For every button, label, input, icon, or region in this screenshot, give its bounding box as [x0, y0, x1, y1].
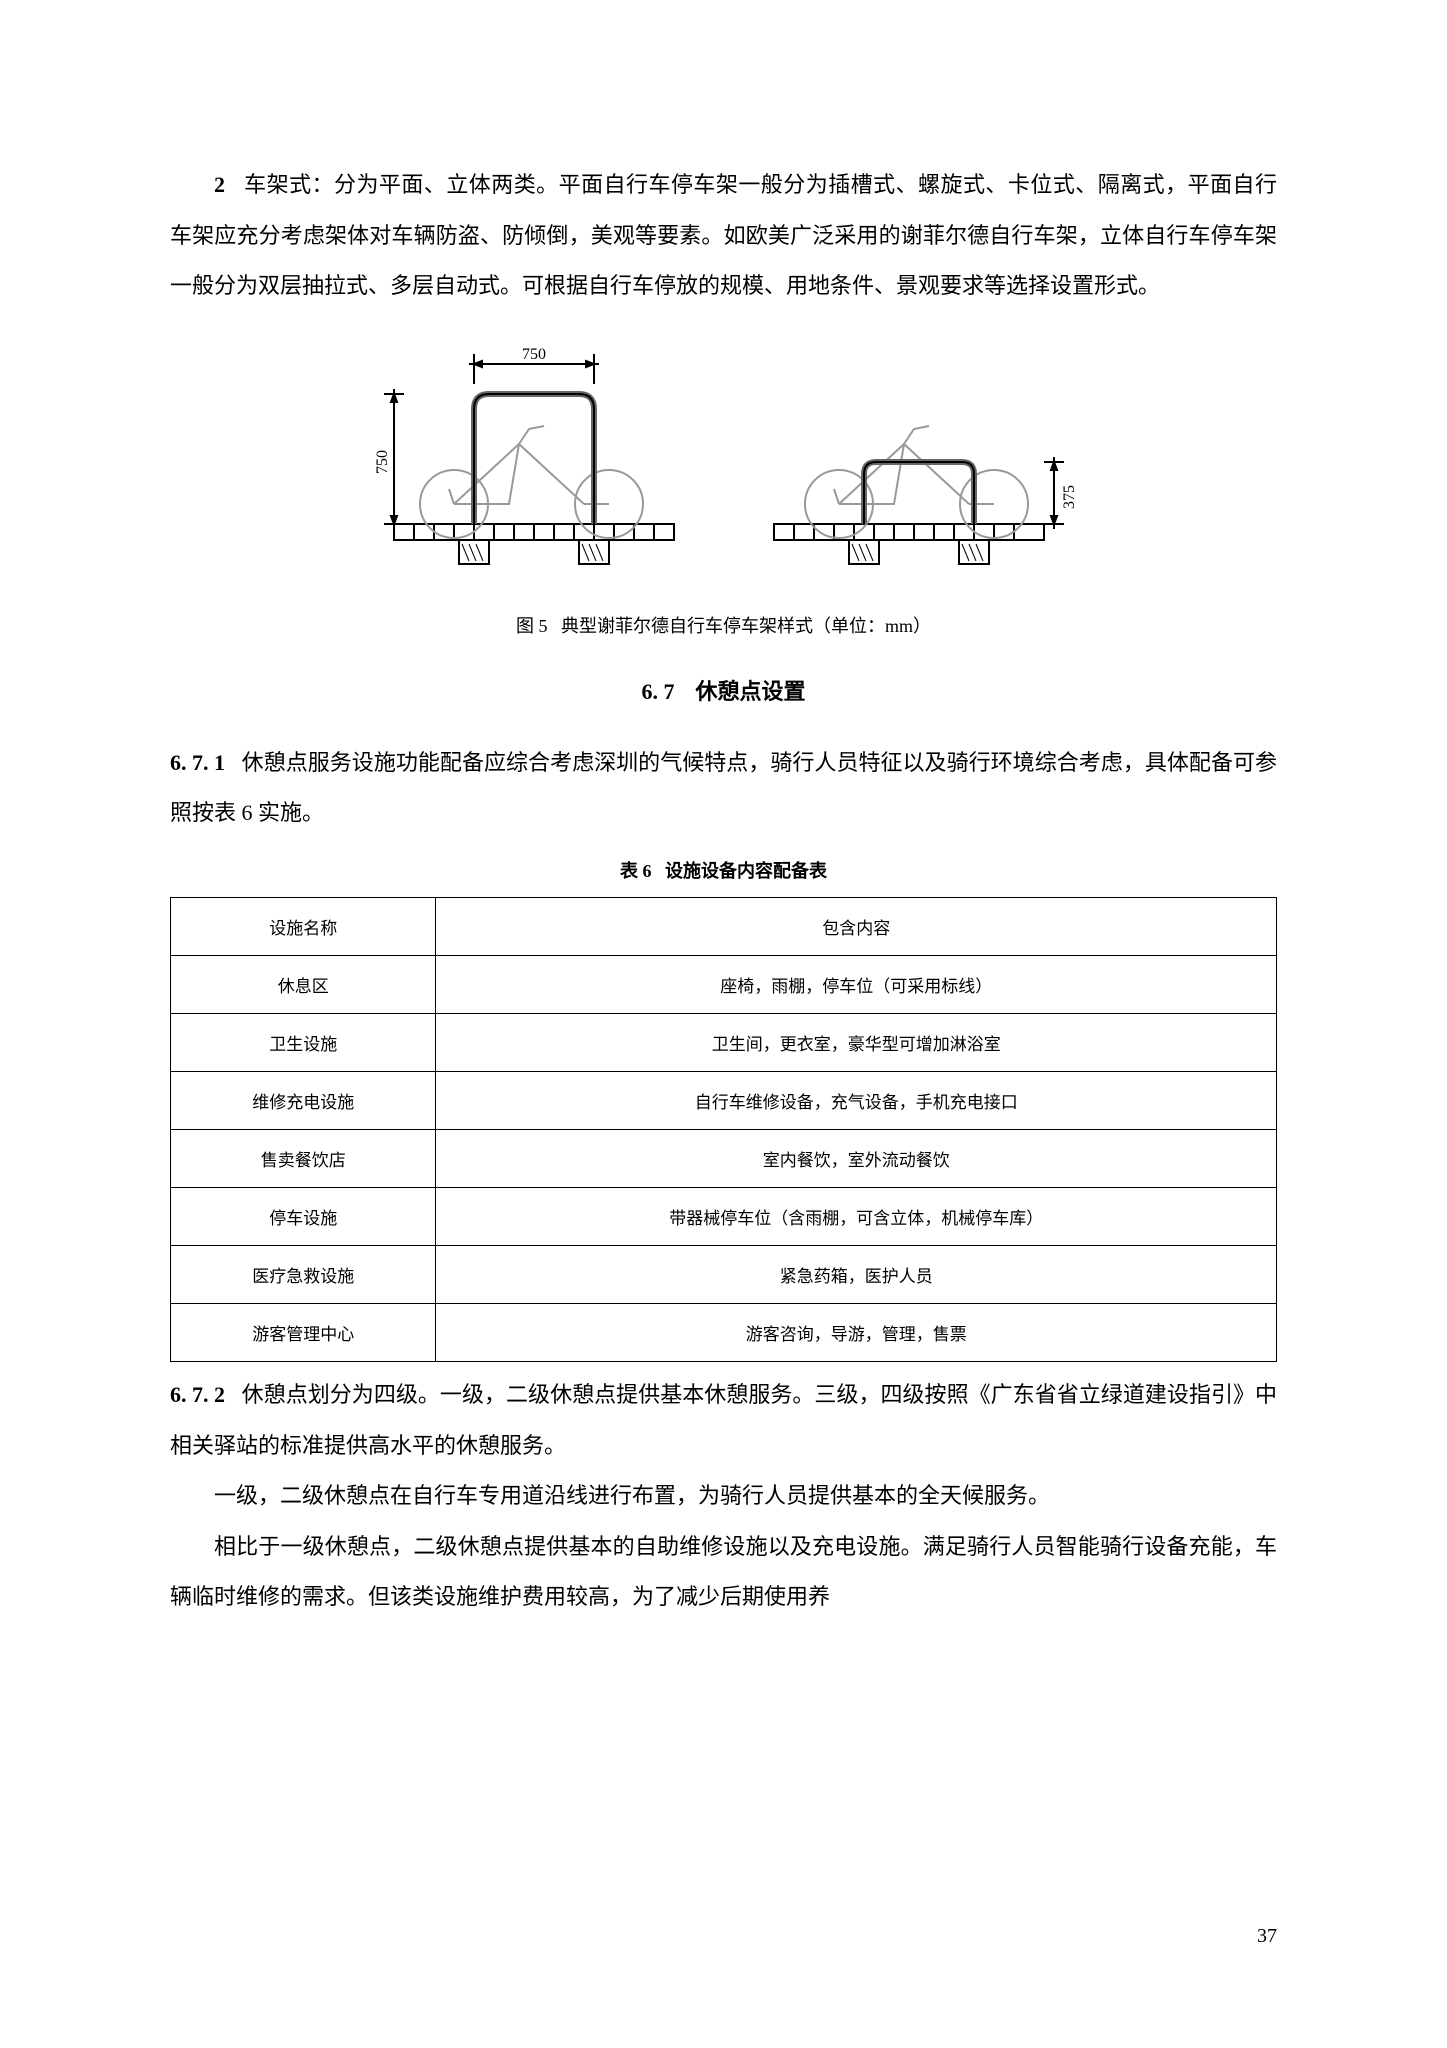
- table-row: 卫生设施卫生间，更衣室，豪华型可增加淋浴室: [171, 1013, 1277, 1071]
- table-cell: 卫生设施: [171, 1013, 436, 1071]
- paragraph-level12-setup: 一级，二级休憩点在自行车专用道沿线进行布置，为骑行人员提供基本的全天候服务。: [170, 1471, 1277, 1522]
- table-row: 休息区座椅，雨棚，停车位（可采用标线）: [171, 955, 1277, 1013]
- table-row: 医疗急救设施紧急药箱，医护人员: [171, 1245, 1277, 1303]
- paragraph-6-7-1-text: 休憩点服务设施功能配备应综合考虑深圳的气候特点，骑行人员特征以及骑行环境综合考虑…: [170, 750, 1277, 826]
- section-6-7-title: 休憩点设置: [695, 679, 805, 704]
- table-6-caption-num: 表 6: [620, 861, 652, 881]
- dim-375-right: 375: [1061, 485, 1078, 509]
- section-6-7-heading: 6. 7 休憩点设置: [170, 674, 1277, 706]
- table-cell: 游客管理中心: [171, 1303, 436, 1361]
- table-6: 设施名称 包含内容 休息区座椅，雨棚，停车位（可采用标线） 卫生设施卫生间，更衣…: [170, 897, 1277, 1362]
- table-cell: 售卖餐饮店: [171, 1129, 436, 1187]
- paragraph-level2-compare: 相比于一级休憩点，二级休憩点提供基本的自助维修设施以及充电设施。满足骑行人员智能…: [170, 1522, 1277, 1623]
- table-6-caption: 表 6 设施设备内容配备表: [170, 857, 1277, 883]
- section-6-7-num: 6. 7: [642, 679, 675, 704]
- dim-750-top: 750: [522, 346, 546, 363]
- dim-750-left: 750: [374, 450, 391, 474]
- table-row: 停车设施带器械停车位（含雨棚，可含立体，机械停车库）: [171, 1187, 1277, 1245]
- table-header-row: 设施名称 包含内容: [171, 897, 1277, 955]
- table-cell: 医疗急救设施: [171, 1245, 436, 1303]
- table-row: 维修充电设施自行车维修设备，充气设备，手机充电接口: [171, 1071, 1277, 1129]
- paragraph-2-text: 车架式：分为平面、立体两类。平面自行车停车架一般分为插槽式、螺旋式、卡位式、隔离…: [170, 172, 1277, 298]
- paragraph-6-7-2-text: 休憩点划分为四级。一级，二级休憩点提供基本休憩服务。三级，四级按照《广东省省立绿…: [170, 1382, 1277, 1458]
- paragraph-level12-setup-text: 一级，二级休憩点在自行车专用道沿线进行布置，为骑行人员提供基本的全天候服务。: [214, 1483, 1050, 1508]
- table-cell: 座椅，雨棚，停车位（可采用标线）: [436, 955, 1277, 1013]
- table-cell: 紧急药箱，医护人员: [436, 1245, 1277, 1303]
- item-number-6-7-1: 6. 7. 1: [170, 750, 225, 775]
- figure-5-caption-text: 典型谢菲尔德自行车停车架样式（单位：mm）: [561, 616, 931, 636]
- table-row: 游客管理中心游客咨询，导游，管理，售票: [171, 1303, 1277, 1361]
- table-cell: 游客咨询，导游，管理，售票: [436, 1303, 1277, 1361]
- paragraph-6-7-1: 6. 7. 1 休憩点服务设施功能配备应综合考虑深圳的气候特点，骑行人员特征以及…: [170, 738, 1277, 839]
- figure-5-caption: 图 5 典型谢菲尔德自行车停车架样式（单位：mm）: [170, 612, 1277, 638]
- table-cell: 带器械停车位（含雨棚，可含立体，机械停车库）: [436, 1187, 1277, 1245]
- table-cell: 休息区: [171, 955, 436, 1013]
- table-cell: 维修充电设施: [171, 1071, 436, 1129]
- table-header-col1: 设施名称: [171, 897, 436, 955]
- table-row: 售卖餐饮店室内餐饮，室外流动餐饮: [171, 1129, 1277, 1187]
- table-cell: 卫生间，更衣室，豪华型可增加淋浴室: [436, 1013, 1277, 1071]
- figure-5-right: 375: [754, 334, 1094, 594]
- figure-5-container: 750 750: [170, 334, 1277, 594]
- table-header-col2: 包含内容: [436, 897, 1277, 955]
- paragraph-2-frame-type: 2 车架式：分为平面、立体两类。平面自行车停车架一般分为插槽式、螺旋式、卡位式、…: [170, 160, 1277, 312]
- paragraph-level2-compare-text: 相比于一级休憩点，二级休憩点提供基本的自助维修设施以及充电设施。满足骑行人员智能…: [170, 1534, 1277, 1610]
- item-number-6-7-2: 6. 7. 2: [170, 1382, 225, 1407]
- figure-5-caption-num: 图 5: [516, 616, 548, 636]
- page-number: 37: [1257, 1925, 1277, 1948]
- table-cell: 停车设施: [171, 1187, 436, 1245]
- table-cell: 自行车维修设备，充气设备，手机充电接口: [436, 1071, 1277, 1129]
- item-number-2: 2: [214, 172, 225, 197]
- table-cell: 室内餐饮，室外流动餐饮: [436, 1129, 1277, 1187]
- paragraph-6-7-2: 6. 7. 2 休憩点划分为四级。一级，二级休憩点提供基本休憩服务。三级，四级按…: [170, 1370, 1277, 1471]
- figure-5-left: 750 750: [354, 334, 694, 594]
- table-6-caption-text: 设施设备内容配备表: [665, 861, 827, 881]
